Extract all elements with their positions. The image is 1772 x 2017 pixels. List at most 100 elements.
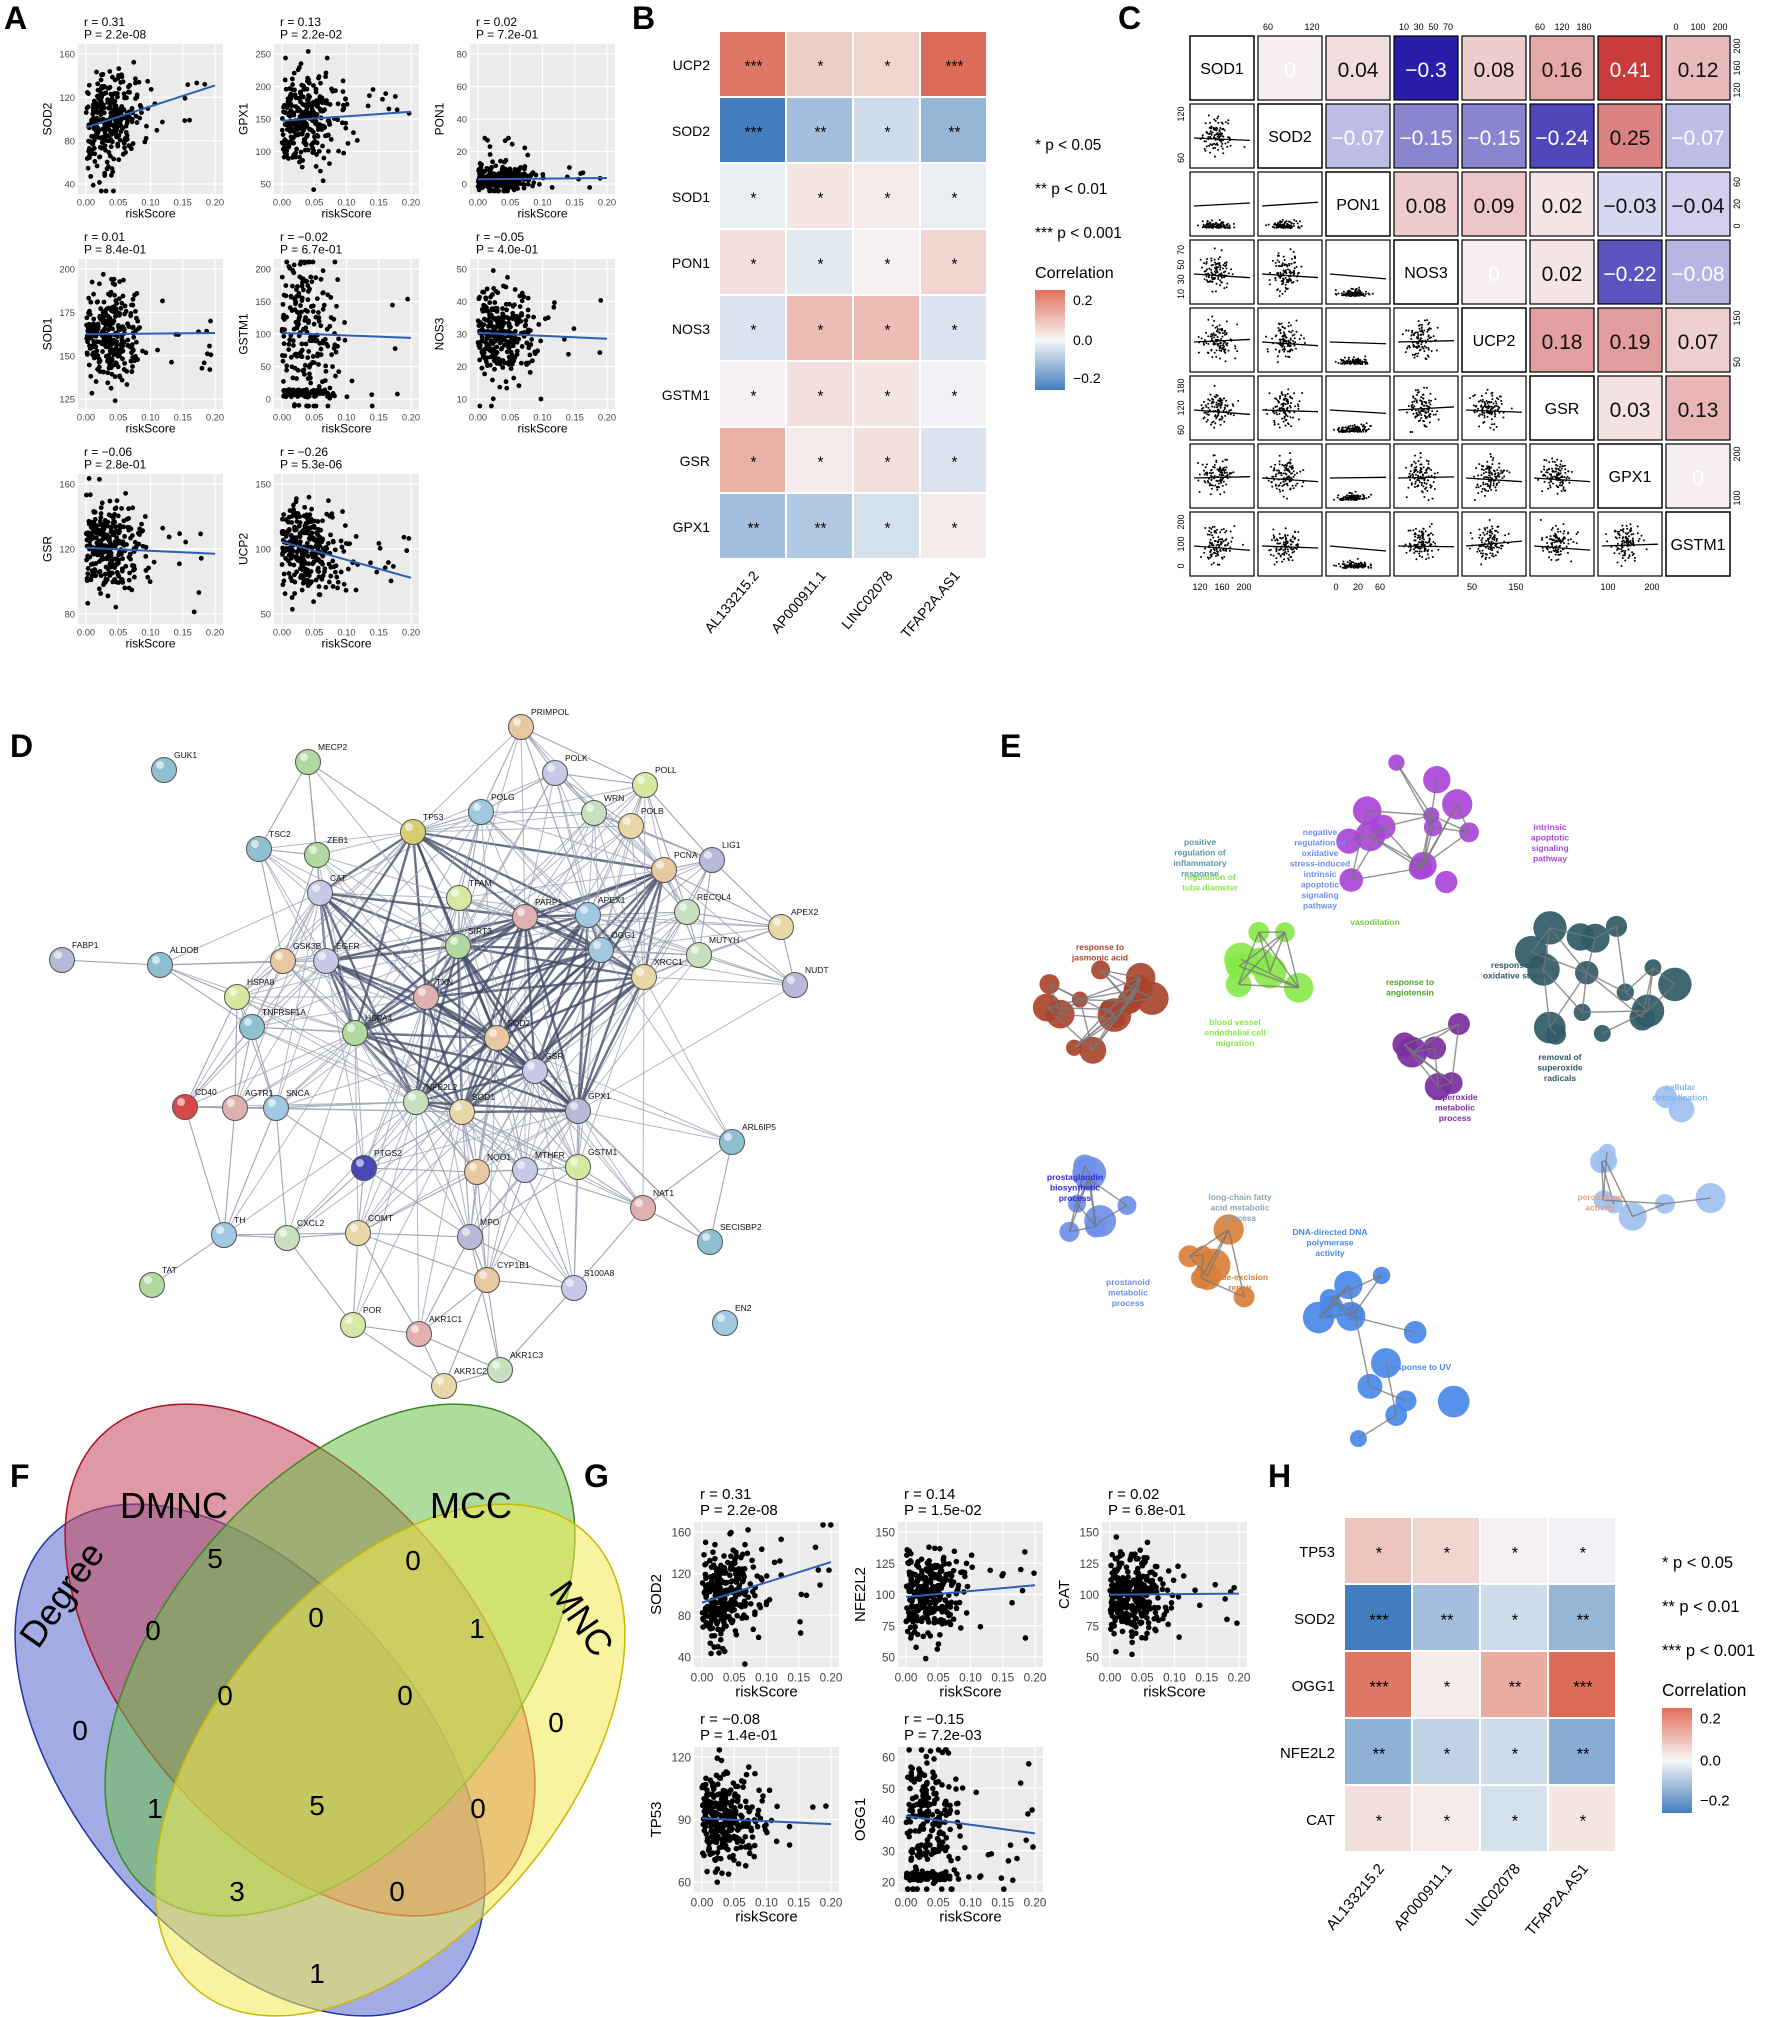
data-point [314,152,319,157]
data-point [291,262,297,268]
data-point [1303,341,1306,344]
correlation-value: −0.24 [1535,127,1588,150]
data-point [1479,484,1482,487]
data-point [1271,259,1274,262]
data-point [323,70,329,76]
data-point [303,514,309,520]
data-point [327,102,333,107]
data-point [1271,475,1274,478]
data-point [1201,226,1204,229]
data-point [86,82,92,88]
data-point [1414,454,1417,457]
data-point [580,170,586,176]
data-point [300,287,306,293]
x-tick-label: 0.20 [206,627,224,637]
data-point [1355,498,1358,501]
x-tick-label: 0.15 [174,412,192,422]
data-point [1288,271,1291,274]
data-point [1208,225,1211,228]
significance-stars: ** [949,124,961,141]
data-point [295,284,300,289]
column-label: TFAP2A.AS1 [898,567,963,641]
data-point [489,403,494,409]
data-point [500,365,506,370]
heatmap-cell [921,428,986,492]
data-point [481,174,487,180]
data-point [309,389,315,395]
data-point [505,342,511,348]
data-point [1356,430,1359,433]
x-tick-label: 0.00 [273,412,291,422]
corr-r-text-SOD2: r = 0.31 [84,15,125,29]
data-point [1415,331,1418,334]
data-point [345,140,351,146]
data-point [1429,403,1432,406]
data-point [1296,403,1299,406]
data-point [328,532,333,538]
data-point [1280,471,1283,474]
data-point [1215,406,1218,409]
data-point [1198,473,1201,476]
data-point [1428,399,1431,402]
x-tick-label: 0.10 [337,412,355,422]
corr-r-text-SOD1: r = 0.01 [84,230,125,244]
data-point [1215,417,1218,420]
data-point [133,76,138,82]
data-point [86,555,91,560]
data-point [108,91,114,97]
correlation-value: 0.18 [1542,331,1583,354]
data-point [102,129,108,135]
data-point [1278,484,1281,487]
data-point [286,571,292,576]
data-point [313,314,319,320]
data-point [122,585,128,591]
data-point [1216,327,1219,330]
data-point [1218,357,1221,360]
significance-stars: * [885,58,891,75]
data-point [86,476,92,481]
data-point [113,556,118,562]
data-point [1213,223,1216,226]
data-point [1227,136,1230,139]
data-point [116,538,122,544]
data-point [1293,333,1296,336]
data-point [1486,460,1489,463]
data-point [118,80,124,85]
data-point [339,544,345,550]
data-point [1429,392,1432,395]
data-point [370,87,376,92]
data-point [494,307,499,313]
data-point [1214,334,1217,337]
data-point [1209,493,1212,496]
data-point [1347,358,1350,361]
data-point [295,318,301,324]
data-point [1416,470,1419,473]
data-point [322,336,328,342]
data-point [1211,315,1214,318]
correlation-value: 0.03 [1610,399,1651,422]
corr-p-text-NOS3: P = 4.0e-01 [476,243,538,257]
correlation-cell [1597,307,1663,373]
correlation-value: 0 [1284,59,1296,82]
data-point [1209,151,1212,154]
data-point [1221,478,1224,481]
data-point [1411,401,1414,404]
data-point [1361,428,1364,431]
data-point [1430,336,1433,339]
x-tick-label: 0.10 [337,627,355,637]
data-point [1352,498,1355,501]
data-point [1281,292,1284,295]
data-point [207,367,213,373]
data-point [282,144,287,150]
data-point [540,172,546,177]
data-point [517,304,523,309]
data-point [93,561,99,566]
data-point [91,137,97,143]
data-point [1401,333,1404,336]
data-point [304,541,310,546]
data-point [1348,293,1351,296]
data-point [538,396,544,402]
data-point [166,534,172,540]
data-point [1197,224,1199,227]
